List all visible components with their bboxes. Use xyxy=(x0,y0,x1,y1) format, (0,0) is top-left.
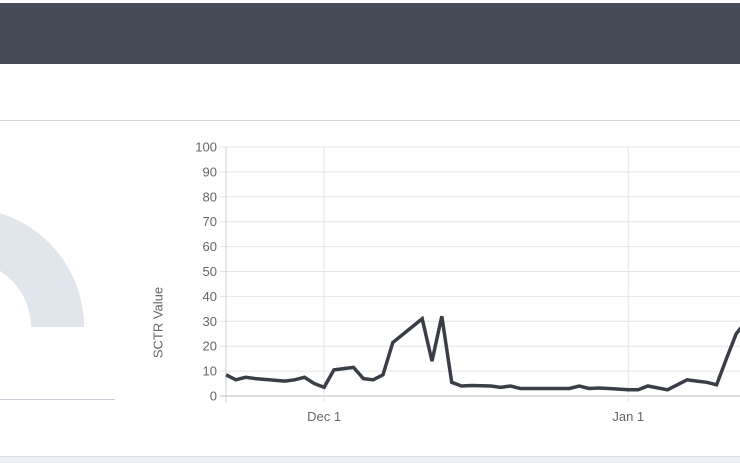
gauge-svg xyxy=(0,213,84,327)
app-header-bar xyxy=(0,3,740,64)
gauge-track-arc xyxy=(0,213,84,327)
x-tick-label: Jan 1 xyxy=(612,409,644,424)
y-tick-label: 100 xyxy=(195,140,217,155)
chart-svg: 0 10 20 30 40 50 60 70 80 90 100 Dec 1 Jan 1 xyxy=(195,140,740,424)
y-tick-label: 40 xyxy=(203,289,217,304)
sctr-line-chart: SCTR Value 0 10 20 30 40 50 60 70 80 90 100 Dec 1 Ja… xyxy=(150,130,740,430)
y-tick-label: 10 xyxy=(203,364,217,379)
section-divider xyxy=(0,120,740,121)
y-tick-label: 20 xyxy=(203,339,217,354)
y-tick-label: 30 xyxy=(203,314,217,329)
y-tick-label: 60 xyxy=(203,239,217,254)
gauge-baseline-rule xyxy=(0,399,115,400)
y-tick-label: 70 xyxy=(203,214,217,229)
sctr-series-line xyxy=(225,315,740,392)
y-tick-label: 0 xyxy=(210,389,217,404)
y-tick-label: 50 xyxy=(203,264,217,279)
x-tick-label: Dec 1 xyxy=(307,409,341,424)
y-tick-label: 90 xyxy=(203,164,217,179)
sctr-gauge xyxy=(0,121,140,401)
y-tick-label: 80 xyxy=(203,189,217,204)
bottom-panel-edge xyxy=(0,456,740,463)
